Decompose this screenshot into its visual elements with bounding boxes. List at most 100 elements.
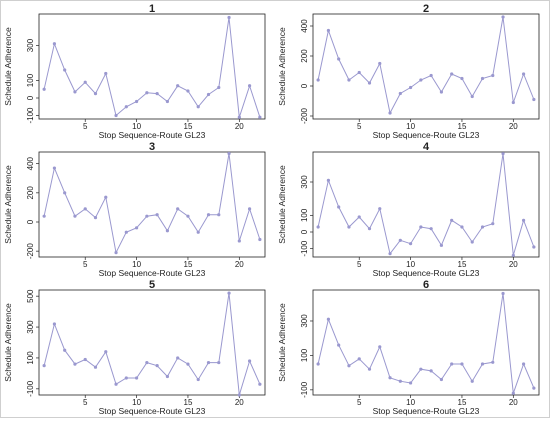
data-point [521, 362, 526, 366]
y-tick-label: 500 [26, 289, 35, 303]
data-point [176, 207, 180, 211]
data-point [357, 357, 361, 361]
data-point [408, 242, 413, 246]
plot-frame [38, 151, 266, 258]
data-point [196, 377, 200, 382]
data-point [357, 215, 361, 219]
data-point [326, 317, 331, 321]
chart-panel-2: 2 5 10 15 20 -200 0 200 400 Stop Sequence-Route G… [277, 3, 540, 140]
data-point [408, 381, 413, 385]
x-tick-label: 5 [357, 122, 362, 131]
data-point [460, 362, 464, 366]
data-point [227, 291, 231, 295]
data-point [501, 152, 505, 156]
data-point [93, 365, 98, 369]
data-point [52, 166, 57, 170]
y-tick-label: 0 [26, 95, 35, 100]
x-tick-label: 15 [458, 260, 467, 269]
series-line [43, 153, 261, 255]
x-tick-label: 20 [235, 260, 244, 269]
series-line [317, 293, 535, 394]
data-point [186, 89, 190, 93]
data-point [186, 214, 190, 218]
data-point [42, 214, 46, 218]
x-tick-label: 10 [132, 398, 141, 407]
y-tick-label: -100 [300, 240, 309, 257]
data-point [186, 362, 190, 366]
y-tick-label: 200 [300, 49, 309, 63]
data-point [124, 230, 128, 234]
plot-frame [312, 13, 540, 120]
x-tick-label: 15 [458, 122, 467, 131]
panel-title: 6 [423, 279, 429, 291]
y-axis-title: Schedule Adherence [3, 303, 13, 382]
data-point [470, 94, 474, 99]
data-point [491, 222, 495, 226]
y-axis-title: Schedule Adherence [277, 165, 287, 244]
data-point [52, 322, 57, 326]
x-tick-label: 10 [132, 260, 141, 269]
data-point [326, 178, 331, 182]
data-point [83, 357, 87, 362]
data-point [480, 225, 485, 229]
data-point [42, 87, 46, 91]
data-point [460, 76, 464, 81]
data-point [532, 245, 536, 249]
data-point [419, 225, 423, 229]
data-point [247, 359, 252, 363]
y-tick-label: -100 [300, 381, 309, 398]
data-point [227, 15, 231, 20]
data-point [450, 218, 454, 222]
data-point [419, 367, 423, 371]
data-point [532, 97, 536, 102]
data-point [378, 207, 382, 211]
x-tick-label: 5 [83, 260, 88, 269]
data-point [104, 350, 108, 354]
data-point [429, 369, 433, 373]
plot-frame [38, 289, 266, 396]
x-tick-label: 5 [83, 398, 88, 407]
data-point [367, 227, 372, 231]
data-point [491, 360, 495, 364]
data-point [347, 78, 351, 82]
plot-frame [312, 151, 540, 258]
data-point [347, 364, 351, 368]
data-point [247, 84, 252, 88]
x-tick-label: 20 [235, 122, 244, 131]
data-point [337, 343, 341, 347]
data-point [439, 377, 444, 382]
y-tick-label: 0 [26, 219, 35, 224]
x-tick-label: 20 [235, 398, 244, 407]
x-tick-label: 10 [406, 260, 415, 269]
x-tick-label: 5 [357, 398, 362, 407]
x-axis-title: Stop Sequence-Route GL23 [99, 406, 206, 416]
data-point [145, 214, 149, 218]
data-point [217, 360, 221, 365]
data-point [217, 213, 221, 217]
x-axis-title: Stop Sequence-Route GL23 [99, 268, 206, 278]
data-point [104, 71, 108, 76]
x-axis-title: Stop Sequence-Route GL23 [373, 406, 480, 416]
data-point [258, 382, 262, 386]
y-tick-label: -200 [26, 243, 35, 260]
chart-panel-4: 4 5 10 15 20 -100 0 100 300 Stop Sequence-Route G… [277, 141, 540, 278]
data-point [247, 207, 252, 211]
x-axis-title: Stop Sequence-Route GL23 [373, 130, 480, 140]
data-point [378, 61, 382, 66]
data-point [357, 70, 361, 75]
data-point [521, 218, 526, 222]
y-tick-label: 400 [26, 156, 35, 170]
data-point [124, 376, 128, 380]
data-point [206, 92, 211, 97]
data-point [63, 68, 67, 72]
x-tick-label: 5 [83, 122, 88, 131]
data-point [398, 379, 402, 383]
data-point [155, 213, 159, 217]
y-tick-label: 100 [300, 348, 309, 362]
panel-title: 4 [423, 141, 430, 153]
data-point [470, 379, 474, 383]
data-point [165, 374, 170, 379]
data-point [316, 362, 320, 366]
x-tick-label: 15 [184, 122, 193, 131]
data-point [398, 91, 402, 96]
